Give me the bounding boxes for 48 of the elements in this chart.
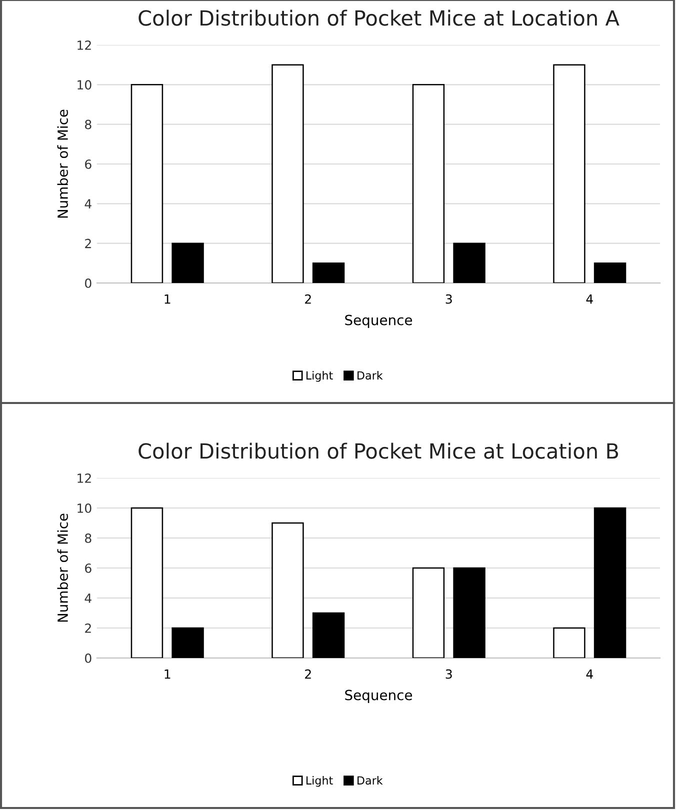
legend-label: Light	[306, 371, 333, 382]
bar	[312, 612, 345, 658]
bar	[594, 507, 626, 658]
x-tick-label: 2	[305, 669, 311, 679]
x-tick-label: 1	[164, 669, 170, 679]
chart-title: Color Distribution of Pocket Mice at Location B	[138, 442, 618, 459]
x-axis-title: Sequence	[345, 314, 412, 328]
x-tick-label: 2	[305, 294, 311, 304]
y-tick-label: 0	[85, 653, 92, 663]
x-tick-label: 3	[446, 294, 452, 304]
y-tick-label: 6	[85, 159, 92, 169]
x-tick-label: 1	[164, 294, 170, 304]
bar	[412, 567, 445, 658]
y-tick-label: 4	[84, 199, 92, 208]
x-tick-label: 3	[446, 669, 452, 679]
chart-title: Color Distribution of Pocket Mice at Location A	[138, 10, 620, 26]
bar	[172, 627, 204, 658]
y-tick-label: 12	[78, 40, 91, 50]
y-tick-label: 8	[85, 120, 92, 130]
y-tick-label: 4	[84, 594, 92, 603]
y-tick-label: 2	[85, 623, 91, 633]
x-tick-label: 4	[586, 294, 593, 304]
legend-label: Light	[306, 776, 333, 787]
legend-label: Dark	[358, 371, 383, 380]
y-axis-title: Number of Mice	[57, 514, 68, 622]
bar	[130, 507, 164, 658]
y-axis-title: Number of Mice	[57, 110, 68, 218]
bar	[594, 262, 626, 283]
bar	[312, 262, 345, 283]
y-tick-label: 0	[85, 278, 92, 288]
bar	[412, 84, 445, 283]
y-tick-label: 10	[78, 503, 92, 513]
bar	[553, 627, 586, 658]
bar	[553, 64, 586, 283]
y-tick-label: 6	[85, 563, 92, 573]
bar	[272, 64, 304, 283]
bar	[272, 522, 304, 658]
x-axis-title: Sequence	[345, 690, 412, 703]
y-tick-label: 12	[78, 473, 91, 483]
legend-label: Dark	[358, 776, 383, 785]
x-tick-label: 4	[586, 669, 593, 679]
y-tick-label: 2	[85, 238, 91, 248]
bar	[172, 242, 204, 283]
y-tick-label: 10	[78, 80, 92, 90]
bar	[130, 84, 164, 283]
bar	[453, 567, 486, 658]
bar	[453, 242, 486, 283]
y-tick-label: 8	[85, 533, 92, 543]
